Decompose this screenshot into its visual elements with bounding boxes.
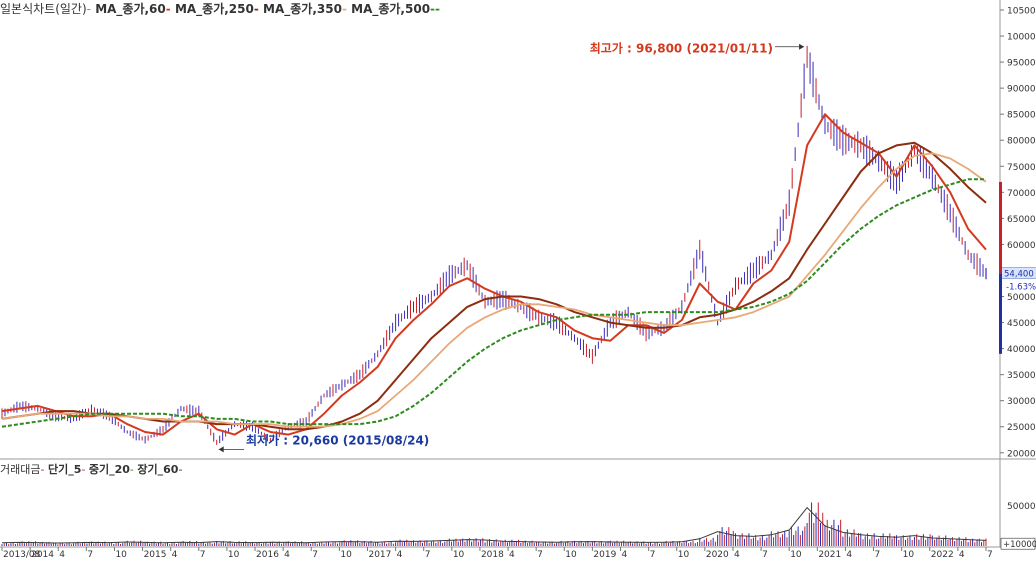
x-tick-label: 10 xyxy=(678,550,690,559)
y-tick-label: 95000 xyxy=(1007,59,1036,69)
x-tick-label: 7 xyxy=(87,550,93,559)
y-tick-label: 50000 xyxy=(1007,293,1036,303)
x-tick-label: 2018 xyxy=(481,550,504,559)
price-range-up-bar xyxy=(999,181,1002,274)
y-tick-label: 85000 xyxy=(1007,111,1036,121)
x-tick-label: 7 xyxy=(762,550,768,559)
y-tick-label: 60000 xyxy=(1007,241,1036,251)
legend-ma250: MA_종가,250 xyxy=(174,2,254,16)
volume-legend-mid: 중기_20 xyxy=(88,463,130,476)
x-tick-label: 7 xyxy=(987,550,993,559)
x-tick-label: 7 xyxy=(875,550,881,559)
high-arrow xyxy=(799,43,805,50)
y-tick-label: 25000 xyxy=(1007,423,1036,433)
y-tick-label: 100000 xyxy=(1007,33,1036,43)
x-tick-label: 10 xyxy=(340,550,352,559)
x-tick-label: 2017 xyxy=(368,550,391,559)
x-tick-label: 4 xyxy=(284,550,290,559)
x-tick-label: 7 xyxy=(650,550,656,559)
volume-legend-long: 장기_60 xyxy=(137,463,179,476)
x-tick-label: 7 xyxy=(425,550,431,559)
y-tick-label: 20000 xyxy=(1007,449,1036,459)
x-tick-label: 2021 xyxy=(818,550,841,559)
volume-current-box xyxy=(1000,537,1036,550)
ma350-line xyxy=(1,152,987,428)
y-tick-label: 90000 xyxy=(1007,85,1036,95)
x-tick-label: 10 xyxy=(115,550,127,559)
low-arrow xyxy=(218,446,224,453)
x-tick-label: 4 xyxy=(734,550,740,559)
y-tick-label: 35000 xyxy=(1007,371,1036,381)
x-tick-label: 4 xyxy=(397,550,403,559)
x-tick-label: 7 xyxy=(312,550,318,559)
y-tick-label: 65000 xyxy=(1007,215,1036,225)
high-annotation: 최고가 : 96,800 (2021/01/11) xyxy=(590,41,773,56)
x-tick-label: 10 xyxy=(228,550,240,559)
x-tick-label: 2019 xyxy=(593,550,616,559)
volume-ma-line xyxy=(1,506,987,544)
low-annotation: 최저가 : 20,660 (2015/08/24) xyxy=(246,432,429,447)
x-tick-label: 10 xyxy=(453,550,465,559)
ma250-line xyxy=(1,141,987,431)
x-tick-label: 2020 xyxy=(706,550,729,559)
ma500-line xyxy=(1,178,986,428)
y-tick-label: 40000 xyxy=(1007,345,1036,355)
volume-current-label: +10000 xyxy=(1003,540,1036,550)
current-change-label: -1.63% xyxy=(1006,283,1036,293)
ma60-line xyxy=(1,113,987,436)
x-tick-label: 7 xyxy=(537,550,543,559)
y-tick-label: 80000 xyxy=(1007,137,1036,147)
x-tick-label: 10 xyxy=(790,550,802,559)
volume-tick-label: 500000 xyxy=(1007,502,1036,512)
x-tick-label: 10 xyxy=(565,550,577,559)
legend-price: 일본식차트(일간) xyxy=(0,2,87,16)
x-tick-label: 7 xyxy=(200,550,206,559)
y-tick-label: 105000 xyxy=(1007,7,1036,17)
y-tick-label: 45000 xyxy=(1007,319,1036,329)
x-tick-label: 2016 xyxy=(256,550,279,559)
x-tick-label: 4 xyxy=(622,550,628,559)
x-tick-label: 2022 xyxy=(931,550,954,559)
x-tick-label: 2015 xyxy=(144,550,167,559)
x-tick-label: 2013/08 xyxy=(3,550,41,559)
x-tick-label: 4 xyxy=(959,550,965,559)
y-tick-label: 75000 xyxy=(1007,163,1036,173)
x-tick-label: 4 xyxy=(172,550,178,559)
current-price-label: 54,400 xyxy=(1004,270,1034,280)
x-tick-label: 4 xyxy=(59,550,65,559)
price-range-down-bar xyxy=(999,273,1002,354)
price-legend: 일본식차트(일간)- MA_종가,60- MA_종가,250- MA_종가,35… xyxy=(0,2,441,16)
legend-ma500: MA_종가,500 xyxy=(351,2,431,16)
x-tick-label: 4 xyxy=(846,550,852,559)
x-tick-label: 2014 xyxy=(31,550,54,559)
volume-legend: 거래대금- 단기_5- 중기_20- 장기_60- xyxy=(0,463,183,476)
x-tick-label: 4 xyxy=(509,550,515,559)
volume-legend-short: 단기_5 xyxy=(47,463,82,476)
y-tick-label: 70000 xyxy=(1007,189,1036,199)
volume-legend-title: 거래대금 xyxy=(0,463,41,476)
legend-ma350: MA_종가,350 xyxy=(263,2,342,16)
x-tick-label: 10 xyxy=(903,550,915,559)
y-tick-label: 30000 xyxy=(1007,397,1036,407)
legend-ma60: MA_종가,60 xyxy=(95,2,166,16)
